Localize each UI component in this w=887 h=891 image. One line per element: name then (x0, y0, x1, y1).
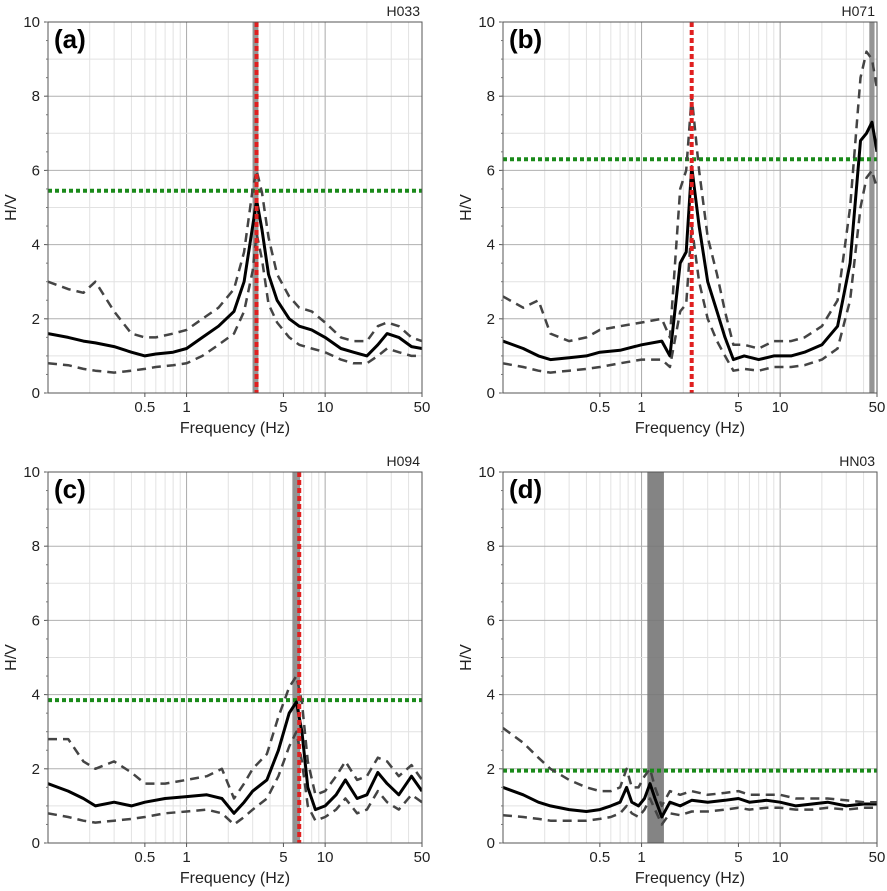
x-tick-label: 50 (869, 849, 886, 866)
peak-band (647, 472, 664, 843)
std-curve (503, 50, 877, 350)
x-axis-title: Frequency (Hz) (635, 870, 745, 887)
x-tick-label: 5 (279, 849, 287, 866)
x-tick-label: 5 (734, 849, 742, 866)
y-tick-label: 6 (487, 162, 495, 179)
x-tick-label: 10 (317, 399, 334, 416)
y-tick-label: 0 (487, 385, 495, 402)
x-axis-title: Frequency (Hz) (635, 420, 745, 437)
x-axis-title: Frequency (Hz) (180, 870, 290, 887)
std-curve (503, 726, 877, 808)
peak-band (292, 472, 301, 843)
mean-curve (503, 782, 877, 819)
y-tick-label: 6 (32, 612, 40, 629)
x-tick-label: 1 (637, 399, 645, 416)
y-tick-label: 8 (487, 538, 495, 555)
x-tick-label: 50 (414, 849, 431, 866)
peak-band (869, 22, 875, 393)
x-tick-label: 10 (772, 399, 789, 416)
plot-content (48, 22, 422, 393)
x-tick-label: 0.5 (134, 849, 155, 866)
y-tick-label: 8 (487, 88, 495, 105)
panel-letter: (d) (509, 474, 542, 504)
x-tick-label: 50 (414, 399, 431, 416)
station-code: HN03 (839, 453, 875, 469)
y-axis-title: H/V (458, 194, 475, 221)
y-tick-label: 2 (32, 761, 40, 778)
y-tick-label: 10 (478, 464, 495, 481)
y-tick-label: 2 (32, 311, 40, 328)
panel-letter: (a) (54, 24, 86, 54)
y-tick-label: 2 (487, 311, 495, 328)
y-axis-title: H/V (458, 644, 475, 671)
y-tick-label: 0 (487, 835, 495, 852)
x-tick-label: 5 (734, 399, 742, 416)
panel-c: 0 2 4 6 8 10 0.5 1 5 10 50 Frequency (Hz) H/V H094 (c) (3, 453, 430, 887)
station-code: H071 (842, 3, 876, 19)
station-code: H033 (387, 3, 421, 19)
y-tick-label: 6 (32, 162, 40, 179)
y-tick-label: 8 (32, 538, 40, 555)
x-axis-title: Frequency (Hz) (180, 420, 290, 437)
x-tick-label: 50 (869, 399, 886, 416)
y-tick-label: 4 (487, 237, 495, 254)
y-tick-label: 4 (487, 687, 495, 704)
x-tick-label: 10 (772, 849, 789, 866)
std-curve (503, 797, 877, 826)
y-tick-label: 8 (32, 88, 40, 105)
y-tick-label: 4 (32, 687, 40, 704)
plot-content (503, 472, 877, 843)
std-curve (503, 169, 877, 374)
y-axis-title: H/V (3, 644, 20, 671)
plot-content (503, 22, 877, 393)
panel-d: 0 2 4 6 8 10 0.5 1 5 10 50 Frequency (Hz) H/V HN03 (d) (458, 453, 885, 887)
mean-curve (503, 120, 877, 362)
x-tick-label: 0.5 (134, 399, 155, 416)
y-tick-label: 10 (478, 14, 495, 31)
mean-curve (48, 700, 422, 815)
y-tick-label: 4 (32, 237, 40, 254)
y-tick-label: 10 (23, 14, 40, 31)
x-tick-label: 0.5 (589, 849, 610, 866)
y-axis-title: H/V (3, 194, 20, 221)
panel-a: 0 2 4 6 8 10 0.5 1 5 10 50 Frequency (Hz) H/V H033 (a) (3, 3, 430, 437)
x-tick-label: 1 (637, 849, 645, 866)
std-curve (48, 730, 422, 826)
y-tick-label: 0 (32, 835, 40, 852)
x-tick-label: 1 (182, 849, 190, 866)
panel-letter: (b) (509, 24, 542, 54)
y-tick-label: 6 (487, 612, 495, 629)
y-tick-label: 10 (23, 464, 40, 481)
x-tick-label: 5 (279, 399, 287, 416)
y-tick-label: 0 (32, 385, 40, 402)
x-tick-label: 1 (182, 399, 190, 416)
plot-content (48, 472, 422, 843)
x-tick-label: 0.5 (589, 399, 610, 416)
station-code: H094 (387, 453, 421, 469)
panel-letter: (c) (54, 474, 86, 504)
x-tick-label: 10 (317, 849, 334, 866)
y-tick-label: 2 (487, 761, 495, 778)
panel-b: 0 2 4 6 8 10 0.5 1 5 10 50 Frequency (Hz) H/V H071 (b) (458, 3, 885, 437)
